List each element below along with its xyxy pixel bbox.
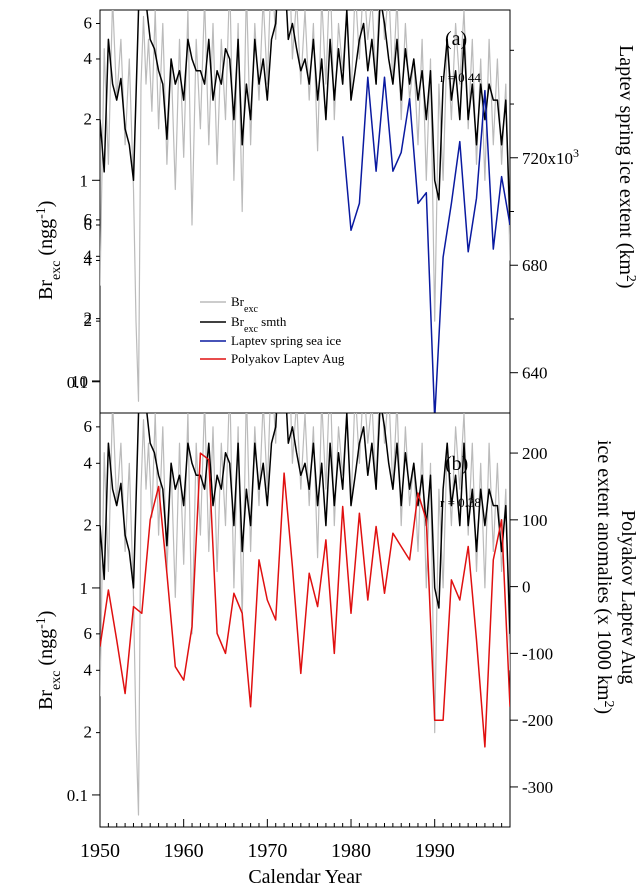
panel-b-ylabel-right-1: Polyakov Laptev Aug: [617, 510, 639, 684]
panel-b-right-tick-label: 0: [522, 578, 531, 597]
panel-b-ylabel-right-2: ice extent anomalies (x 1000 km2): [593, 440, 617, 714]
panel-b-right-tick-label: 200: [522, 444, 548, 463]
panel-a-label: (a): [445, 28, 467, 50]
panel-b-left-minor-tick-label: 4: [84, 453, 93, 472]
panel-a-right-tick-label: 640: [522, 364, 548, 383]
panel-b-left-tick-label: 10: [71, 372, 88, 391]
panel-b-left-tick-label: 1: [80, 579, 89, 598]
panel-a-left-minor-tick-label: 4: [84, 49, 93, 68]
x-tick-label: 1990: [415, 840, 455, 862]
panel-a-ylabel-right: Laptev spring ice extent (km2): [615, 45, 639, 289]
panel-a-ylabel-left: Brexc (ngg-1): [34, 201, 64, 300]
panel-b-ylabel-left: Brexc (ngg-1): [34, 611, 64, 710]
x-tick-label: 1960: [164, 840, 204, 862]
panel-a-right-axis: 640 680 720x103: [510, 49, 579, 383]
panel-b-right-tick-label: 100: [522, 511, 548, 530]
panel-b-left-axis: 0.1 1 10 2 4 6 2 4 6 2 4 6: [67, 210, 100, 805]
x-tick-label: 1980: [331, 840, 371, 862]
panel-b-left-minor-tick-label: 2: [84, 723, 93, 742]
panel-a-series-laptev-spring: [341, 76, 510, 413]
panel-b-series: [100, 413, 510, 816]
panel-a-left-minor-tick-label: 6: [84, 215, 93, 234]
panel-a-series: [100, 10, 510, 413]
panel-a-left-minor-tick-label: 4: [84, 250, 93, 269]
panel-b-right-tick-label: -200: [522, 711, 553, 730]
panel-a-series-br-exc: [100, 10, 510, 402]
panel-b-correlation: r = 0.38: [440, 495, 481, 510]
panel-a-left-tick-label: 1: [80, 171, 89, 190]
legend-label-br-smth: Brexc smth: [231, 314, 287, 335]
x-axis: 1950 1960 1970 1980 1990: [80, 819, 511, 862]
legend-label-polyakov: Polyakov Laptev Aug: [231, 351, 345, 366]
legend-label-br-exc: Brexc: [231, 294, 258, 315]
panel-a-left-minor-tick-label: 2: [84, 110, 93, 129]
panel-b-left-minor-tick-label: 6: [84, 210, 93, 229]
panel-b-series-polyakov: [100, 452, 510, 748]
panel-b-right-tick-label: -300: [522, 778, 553, 797]
legend-label-laptev: Laptev spring sea ice: [231, 333, 341, 348]
panel-a-correlation: r = 0.44: [440, 70, 481, 85]
x-axis-label: Calendar Year: [248, 866, 362, 888]
panel-a-left-minor-tick-label: 6: [84, 13, 93, 32]
panel-a-left-tick-label: 0.1: [67, 373, 88, 392]
panel-b-left-minor-tick-label: 6: [84, 624, 93, 643]
legend: Brexc Brexc smth Laptev spring sea ice P…: [200, 294, 345, 366]
panel-b-series-br-exc: [100, 413, 510, 816]
panel-b-right-axis: -300 -200 -100 0 100 200: [510, 444, 553, 797]
panel-b-label: (b): [445, 453, 468, 475]
panel-b-left-minor-tick-label: 4: [84, 660, 93, 679]
x-tick-label: 1970: [247, 840, 287, 862]
panel-a-left-minor-tick-label: 2: [84, 311, 93, 330]
panel-b-left-tick-label: 0.1: [67, 786, 88, 805]
panel-a-right-tick-label: 720x103: [522, 146, 579, 168]
panel-b-left-minor-tick-label: 2: [84, 516, 93, 535]
panel-b-right-tick-label: -100: [522, 644, 553, 663]
panel-b-left-minor-tick-label: 4: [84, 246, 93, 265]
x-tick-label: 1950: [80, 840, 120, 862]
panel-b-series-br-smth: [100, 413, 510, 634]
panel-b-left-minor-tick-label: 6: [84, 417, 93, 436]
panel-a-series-br-smth: [100, 10, 510, 226]
panel-b-left-minor-tick-label: 2: [84, 309, 93, 328]
panel-a-right-tick-label: 680: [522, 256, 548, 275]
